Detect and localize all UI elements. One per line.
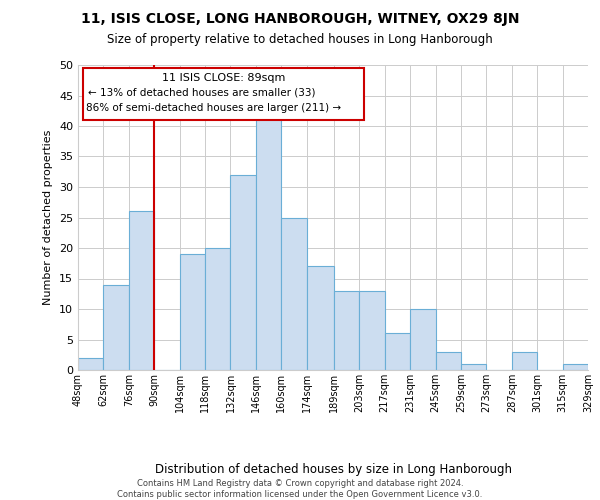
Text: Distribution of detached houses by size in Long Hanborough: Distribution of detached houses by size … bbox=[155, 462, 512, 475]
Bar bbox=[436, 352, 461, 370]
Bar bbox=[256, 114, 281, 370]
Text: Size of property relative to detached houses in Long Hanborough: Size of property relative to detached ho… bbox=[107, 32, 493, 46]
Bar bbox=[179, 254, 205, 370]
Bar bbox=[461, 364, 487, 370]
Text: 86% of semi-detached houses are larger (211) →: 86% of semi-detached houses are larger (… bbox=[86, 103, 341, 113]
Text: ← 13% of detached houses are smaller (33): ← 13% of detached houses are smaller (33… bbox=[88, 88, 316, 98]
Y-axis label: Number of detached properties: Number of detached properties bbox=[43, 130, 53, 305]
Bar bbox=[512, 352, 537, 370]
Bar bbox=[410, 309, 436, 370]
Bar bbox=[563, 364, 588, 370]
Bar bbox=[103, 284, 129, 370]
Text: Contains public sector information licensed under the Open Government Licence v3: Contains public sector information licen… bbox=[118, 490, 482, 499]
Bar bbox=[78, 358, 103, 370]
FancyBboxPatch shape bbox=[83, 68, 364, 120]
Bar bbox=[129, 212, 154, 370]
Text: 11 ISIS CLOSE: 89sqm: 11 ISIS CLOSE: 89sqm bbox=[161, 72, 285, 83]
Text: 11, ISIS CLOSE, LONG HANBOROUGH, WITNEY, OX29 8JN: 11, ISIS CLOSE, LONG HANBOROUGH, WITNEY,… bbox=[81, 12, 519, 26]
Bar bbox=[230, 175, 256, 370]
Bar bbox=[205, 248, 230, 370]
Bar bbox=[281, 218, 307, 370]
Bar bbox=[307, 266, 334, 370]
Text: Contains HM Land Registry data © Crown copyright and database right 2024.: Contains HM Land Registry data © Crown c… bbox=[137, 479, 463, 488]
Bar bbox=[385, 334, 410, 370]
Bar bbox=[334, 290, 359, 370]
Bar bbox=[359, 290, 385, 370]
